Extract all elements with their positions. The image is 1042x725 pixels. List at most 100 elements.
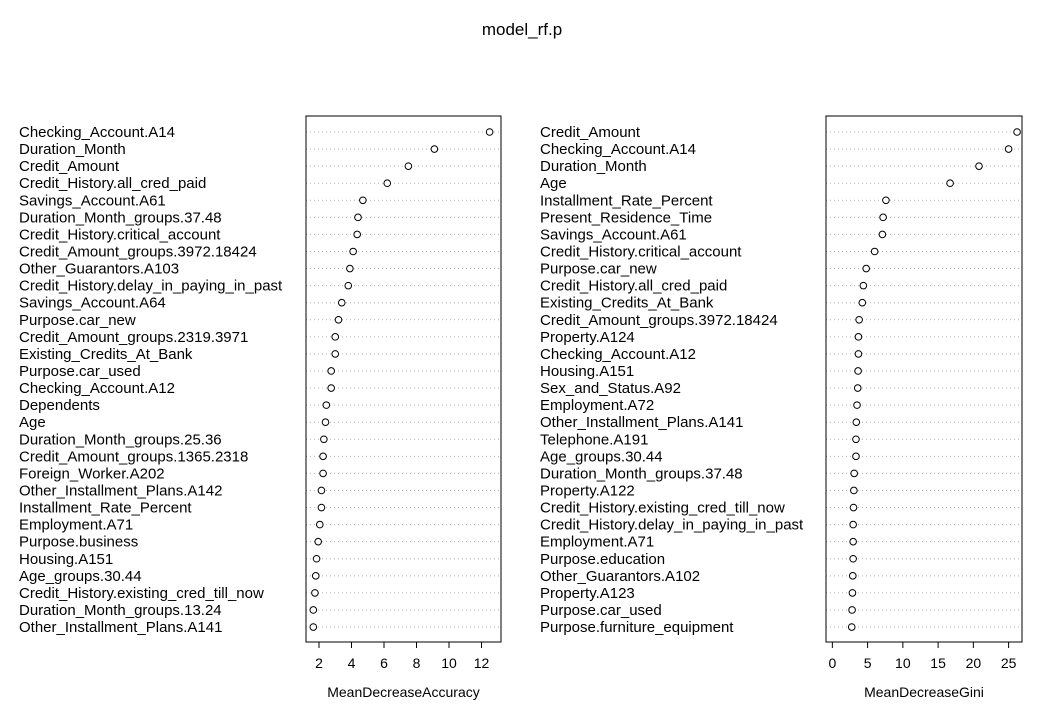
gini-row-label: Checking_Account.A12 — [540, 346, 696, 363]
gini-point — [850, 486, 858, 495]
gini-point — [878, 230, 887, 239]
acc-row-label: Foreign_Worker.A202 — [19, 465, 165, 482]
acc-point — [337, 298, 346, 307]
gini-row-label: Sex_and_Status.A92 — [540, 380, 681, 397]
acc-row-label: Purpose.business — [19, 534, 138, 551]
acc-point — [319, 469, 327, 478]
gini-row-label: Purpose.car_used — [540, 602, 662, 619]
acc-point — [359, 196, 367, 205]
gini-point — [975, 162, 983, 170]
acc-point — [344, 281, 353, 290]
gini-point — [848, 572, 857, 580]
acc-row-label: Checking_Account.A12 — [19, 380, 175, 397]
gini-row-label: Credit_History.critical_account — [540, 243, 742, 260]
gini-point — [852, 435, 860, 444]
acc-point — [327, 367, 335, 375]
acc-row-label: Other_Guarantors.A103 — [19, 261, 179, 278]
acc-point — [327, 384, 335, 392]
acc-x-tick-label: 12 — [474, 655, 490, 671]
gini-point — [1004, 145, 1013, 153]
gini-point — [852, 452, 860, 461]
gini-point — [854, 333, 863, 341]
acc-row-label: Age_groups.30.44 — [19, 568, 142, 585]
gini-point — [849, 537, 857, 546]
acc-row-label: Checking_Account.A14 — [19, 124, 175, 141]
gini-x-tick-label: 5 — [864, 655, 872, 671]
acc-x-axis-label: MeanDecreaseAccuracy — [327, 684, 480, 700]
accuracy-panel: Checking_Account.A14Duration_MonthCredit… — [19, 115, 502, 700]
gini-row-label: Property.A123 — [540, 585, 635, 602]
acc-point — [309, 606, 318, 614]
gini-row-label: Property.A124 — [540, 329, 635, 346]
acc-row-label: Duration_Month — [19, 141, 126, 158]
acc-x-tick-label: 10 — [441, 655, 457, 671]
gini-point — [853, 401, 861, 409]
gini-row-label: Credit_History.delay_in_paying_in_past — [540, 517, 804, 534]
gini-point — [859, 281, 868, 290]
acc-plot-frame — [305, 115, 502, 643]
gini-row-label: Savings_Account.A61 — [540, 226, 687, 243]
chart-title: model_rf.p — [482, 20, 562, 39]
gini-x-tick-label: 10 — [895, 655, 911, 671]
acc-point — [314, 537, 322, 546]
gini-point — [879, 213, 887, 222]
gini-x-tick-label: 20 — [966, 655, 982, 671]
acc-point — [317, 486, 326, 495]
gini-row-label: Other_Installment_Plans.A141 — [540, 414, 743, 431]
acc-point — [320, 435, 328, 444]
acc-row-label: Dependents — [19, 397, 100, 414]
gini-row-label: Duration_Month_groups.37.48 — [540, 465, 743, 482]
gini-point — [848, 589, 857, 597]
acc-point — [317, 503, 326, 512]
gini-point — [848, 606, 856, 614]
gini-row-label: Purpose.education — [540, 551, 665, 568]
acc-point — [383, 179, 392, 188]
acc-row-label: Other_Installment_Plans.A142 — [19, 482, 222, 499]
acc-point — [404, 162, 413, 170]
acc-row-label: Credit_Amount_groups.1365.2318 — [19, 448, 248, 465]
gini-row-label: Age — [540, 175, 567, 192]
acc-point — [322, 401, 331, 409]
acc-row-label: Credit_Amount — [19, 158, 120, 175]
gini-row-label: Installment_Rate_Percent — [540, 192, 713, 209]
acc-point — [485, 128, 494, 136]
acc-row-label: Installment_Rate_Percent — [19, 500, 192, 517]
gini-row-label: Employment.A72 — [540, 397, 654, 414]
acc-point — [312, 554, 321, 563]
acc-point — [353, 230, 361, 239]
acc-row-label: Housing.A151 — [19, 551, 113, 568]
acc-row-label: Credit_Amount_groups.3972.18424 — [19, 243, 257, 260]
gini-point — [946, 179, 954, 188]
gini-row-label: Employment.A71 — [540, 534, 654, 551]
gini-row-label: Purpose.car_new — [540, 261, 657, 278]
gini-point — [849, 554, 857, 563]
acc-row-label: Existing_Credits_At_Bank — [19, 346, 193, 363]
gini-point — [855, 315, 863, 324]
gini-row-label: Purpose.furniture_equipment — [540, 619, 734, 636]
gini-point — [1013, 128, 1021, 136]
gini-point — [849, 503, 858, 512]
acc-row-label: Savings_Account.A61 — [19, 192, 166, 209]
acc-row-label: Employment.A71 — [19, 517, 133, 534]
gini-point — [854, 367, 862, 375]
gini-x-axis-label: MeanDecreaseGini — [864, 684, 984, 700]
gini-point — [852, 418, 861, 426]
acc-row-label: Duration_Month_groups.13.24 — [19, 602, 222, 619]
acc-x-tick-label: 8 — [413, 655, 421, 671]
acc-point — [430, 145, 439, 153]
gini-point — [850, 469, 859, 478]
gini-row-label: Existing_Credits_At_Bank — [540, 295, 714, 312]
gini-point — [849, 520, 857, 529]
acc-row-label: Credit_History.existing_cred_till_now — [19, 585, 264, 602]
acc-row-label: Credit_History.all_cred_paid — [19, 175, 206, 192]
acc-row-label: Savings_Account.A64 — [19, 295, 166, 312]
acc-row-label: Duration_Month_groups.37.48 — [19, 209, 222, 226]
acc-point — [334, 315, 343, 324]
acc-point — [309, 623, 318, 631]
gini-x-tick-label: 0 — [828, 655, 836, 671]
gini-x-tick-label: 15 — [930, 655, 946, 671]
acc-point — [311, 572, 320, 580]
gini-point — [858, 298, 867, 307]
acc-point — [319, 452, 327, 461]
